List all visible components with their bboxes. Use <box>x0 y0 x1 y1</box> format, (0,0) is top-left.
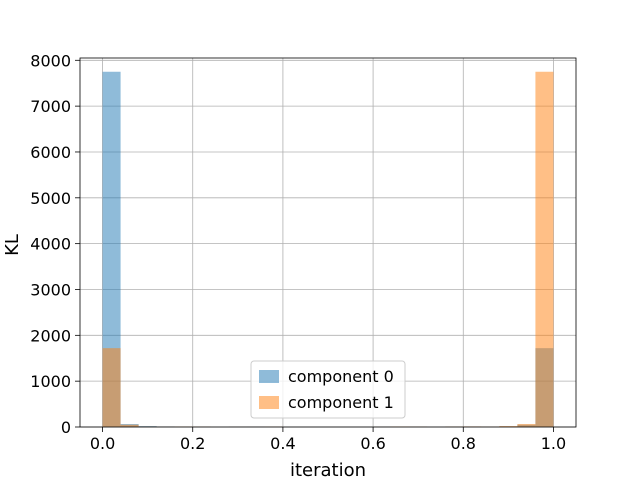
y-tick-label: 2000 <box>30 326 71 345</box>
legend-swatch <box>259 370 279 383</box>
x-tick-label: 0.6 <box>360 434 385 453</box>
y-tick-label: 8000 <box>30 51 71 70</box>
legend-frame <box>250 360 406 419</box>
legend: component 0 component 1 <box>250 360 406 419</box>
y-tick-label: 4000 <box>30 235 71 254</box>
y-axis-label: KL <box>2 234 23 256</box>
y-tick-label: 7000 <box>30 97 71 116</box>
histogram-bar-series-1 <box>102 348 121 427</box>
y-tick-label: 5000 <box>30 189 71 208</box>
histogram-bar-series-1 <box>535 71 554 427</box>
histogram-bar-series-1 <box>499 426 518 427</box>
legend-swatch <box>259 396 279 409</box>
y-tick-label: 0 <box>61 418 71 437</box>
tick-marks: 0.0 0.2 0.4 0.6 0.8 1.0 0 1000 2000 3000 4000 5000 6… <box>30 51 566 453</box>
x-tick-label: 0.8 <box>451 434 476 453</box>
x-tick-label: 1.0 <box>541 434 566 453</box>
y-tick-label: 1000 <box>30 372 71 391</box>
histogram-bar-series-1 <box>120 424 139 427</box>
x-tick-label: 0.2 <box>180 434 205 453</box>
histogram-bar-series-0 <box>102 71 121 427</box>
legend-label: component 0 <box>288 367 394 386</box>
x-tick-label: 0.0 <box>90 434 115 453</box>
y-tick-label: 3000 <box>30 280 71 299</box>
x-axis-label: iteration <box>290 460 366 480</box>
plot-frame <box>79 57 577 428</box>
histogram-bar-series-1 <box>517 424 536 427</box>
legend-label: component 1 <box>288 393 394 412</box>
histogram-bars <box>102 71 554 427</box>
x-tick-label: 0.4 <box>270 434 295 453</box>
y-tick-label: 6000 <box>30 143 71 162</box>
axes <box>79 57 577 428</box>
